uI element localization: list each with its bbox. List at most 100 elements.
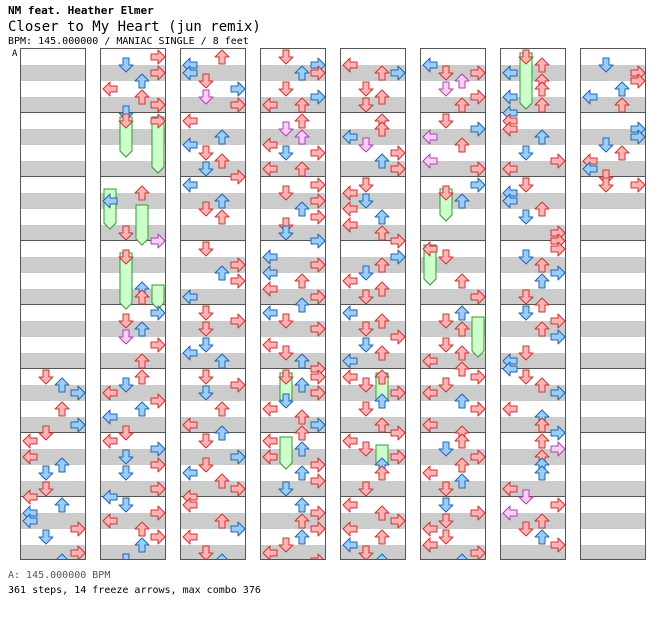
step-arrow-up-icon — [294, 353, 310, 369]
step-arrow-left-icon — [502, 401, 518, 417]
step-arrow-up-icon — [214, 153, 230, 169]
step-arrow-right-icon — [390, 233, 405, 249]
step-arrow-left-icon — [342, 57, 358, 73]
step-arrow-down-icon — [198, 241, 214, 257]
step-arrow-down-icon — [518, 289, 534, 305]
measure-line — [21, 368, 85, 369]
step-arrow-right-icon — [390, 249, 405, 265]
step-arrow-right-icon — [150, 505, 165, 521]
measure-line — [421, 432, 485, 433]
step-arrow-left-icon — [262, 281, 278, 297]
step-arrow-up-icon — [134, 321, 150, 337]
step-arrow-right-icon — [310, 417, 325, 433]
step-arrow-up-icon — [614, 97, 630, 113]
step-arrow-left-icon — [342, 521, 358, 537]
step-arrow-left-icon — [502, 481, 518, 497]
step-arrow-left-icon — [262, 401, 278, 417]
measure-line — [581, 432, 645, 433]
step-arrow-down-icon — [518, 521, 534, 537]
step-arrow-right-icon — [550, 537, 565, 553]
step-arrow-down-icon — [118, 225, 134, 241]
step-arrow-up-icon — [454, 361, 470, 377]
step-arrow-right-icon — [70, 545, 85, 559]
step-arrow-left-icon — [342, 497, 358, 513]
freeze-arrow-right — [151, 116, 165, 174]
step-arrow-left-icon — [182, 289, 198, 305]
step-arrow-down-icon — [118, 377, 134, 393]
step-arrow-right-icon — [150, 49, 165, 65]
step-arrow-right-icon — [470, 401, 485, 417]
step-arrow-right-icon — [310, 177, 325, 193]
step-arrow-down-icon — [518, 489, 534, 505]
step-arrow-left-icon — [502, 121, 518, 137]
measure-line — [261, 112, 325, 113]
step-arrow-left-icon — [342, 129, 358, 145]
step-arrow-down-icon — [198, 369, 214, 385]
step-arrow-right-icon — [310, 233, 325, 249]
freeze-arrow-up — [135, 204, 149, 246]
step-arrow-up-icon — [534, 257, 550, 273]
step-arrow-up-icon — [374, 369, 390, 385]
step-arrow-right-icon — [390, 513, 405, 529]
step-arrow-down-icon — [438, 81, 454, 97]
step-arrow-up-icon — [214, 513, 230, 529]
measure-line — [261, 176, 325, 177]
measure-line — [21, 112, 85, 113]
step-arrow-down-icon — [198, 545, 214, 559]
step-arrow-down-icon — [358, 177, 374, 193]
step-arrow-up-icon — [454, 321, 470, 337]
measure-line — [501, 432, 565, 433]
step-arrow-down-icon — [438, 441, 454, 457]
column-notes — [102, 49, 165, 559]
step-arrow-up-icon — [294, 529, 310, 545]
step-arrow-right-icon — [550, 329, 565, 345]
step-arrow-up-icon — [374, 209, 390, 225]
step-arrow-down-icon — [518, 345, 534, 361]
step-arrow-up-icon — [374, 257, 390, 273]
step-arrow-right-icon — [310, 553, 325, 559]
step-arrow-down-icon — [278, 537, 294, 553]
measure-line — [181, 240, 245, 241]
chart-column-5 — [340, 48, 406, 560]
step-arrow-right-icon — [230, 169, 245, 185]
step-arrow-left-icon — [102, 489, 118, 505]
step-arrow-left-icon — [342, 185, 358, 201]
step-arrow-down-icon — [198, 433, 214, 449]
step-arrow-right-icon — [310, 89, 325, 105]
step-arrow-down-icon — [358, 81, 374, 97]
step-arrow-up-icon — [294, 441, 310, 457]
step-arrow-up-icon — [534, 321, 550, 337]
step-arrow-up-icon — [214, 129, 230, 145]
step-arrow-left-icon — [182, 345, 198, 361]
step-arrow-down-icon — [358, 377, 374, 393]
step-arrow-down-icon — [438, 497, 454, 513]
step-arrow-right-icon — [630, 73, 645, 89]
step-arrow-right-icon — [70, 521, 85, 537]
step-arrow-right-icon — [470, 289, 485, 305]
step-arrow-right-icon — [150, 97, 165, 113]
step-arrow-left-icon — [182, 137, 198, 153]
step-arrow-up-icon — [374, 153, 390, 169]
step-arrow-left-icon — [262, 161, 278, 177]
measure-line — [341, 496, 405, 497]
step-arrow-down-icon — [278, 313, 294, 329]
measure-line — [261, 368, 325, 369]
step-arrow-down-icon — [198, 89, 214, 105]
step-arrow-up-icon — [534, 273, 550, 289]
step-arrow-right-icon — [150, 65, 165, 81]
column-notes — [342, 57, 405, 559]
step-arrow-down-icon — [358, 545, 374, 559]
measure-line — [421, 240, 485, 241]
step-arrow-down-icon — [518, 177, 534, 193]
step-arrow-up-icon — [374, 417, 390, 433]
column-notes — [262, 49, 325, 559]
step-arrow-down-icon — [358, 265, 374, 281]
step-arrow-right-icon — [470, 65, 485, 81]
step-arrow-up-icon — [454, 305, 470, 321]
step-arrow-left-icon — [262, 305, 278, 321]
step-arrow-down-icon — [278, 145, 294, 161]
step-arrow-down-icon — [518, 249, 534, 265]
step-arrow-left-icon — [262, 545, 278, 559]
step-arrow-up-icon — [214, 209, 230, 225]
